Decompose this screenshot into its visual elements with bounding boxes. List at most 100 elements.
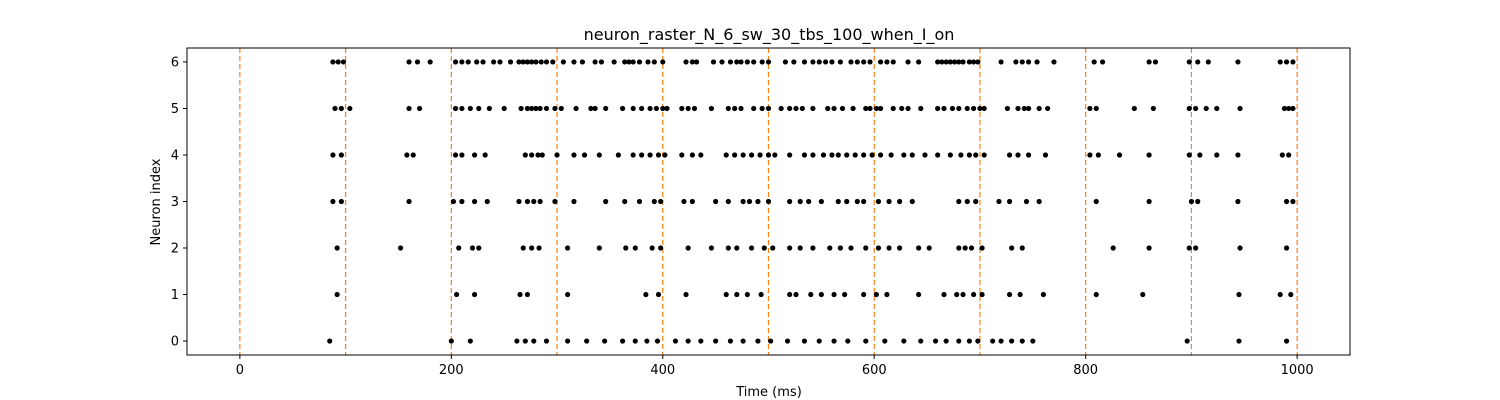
spike-point — [734, 59, 740, 65]
spike-point — [825, 105, 831, 112]
spike-point — [956, 59, 962, 65]
spike-point — [685, 338, 691, 344]
spike-point — [632, 245, 638, 251]
spike-point — [655, 152, 662, 158]
spike-point — [1186, 105, 1192, 112]
spike-point — [694, 59, 700, 65]
spike-point — [799, 105, 805, 112]
spike-point — [332, 105, 338, 112]
spike-point — [835, 152, 841, 158]
spike-point — [454, 291, 460, 298]
spike-point — [1025, 152, 1032, 158]
spike-point — [854, 198, 860, 205]
spike-point — [522, 338, 528, 344]
spike-point — [806, 198, 812, 205]
spike-point — [1095, 152, 1101, 158]
spike-point — [782, 59, 789, 65]
spike-point — [886, 198, 892, 205]
spike-point — [797, 245, 803, 251]
spike-point — [751, 105, 757, 112]
spike-point — [842, 291, 848, 298]
spike-point — [877, 152, 884, 158]
spike-point — [622, 59, 628, 65]
spike-point — [518, 105, 524, 112]
spike-point — [966, 152, 972, 158]
spike-point — [1146, 59, 1152, 65]
spike-point — [471, 152, 478, 158]
spike-point — [793, 291, 799, 298]
spike-point — [787, 105, 793, 112]
spike-point — [630, 105, 636, 112]
spike-point — [759, 105, 765, 112]
spike-point — [338, 105, 344, 112]
spike-point — [765, 59, 772, 65]
spike-point — [899, 105, 905, 112]
spike-point — [1237, 105, 1243, 112]
spike-point — [873, 291, 879, 298]
spike-point — [658, 245, 664, 251]
spike-point — [476, 245, 482, 251]
spike-point — [949, 105, 956, 112]
spike-point — [1146, 198, 1152, 205]
spike-point — [571, 152, 577, 158]
spike-point — [708, 105, 715, 112]
spike-point — [619, 105, 626, 112]
spike-point — [1099, 59, 1106, 65]
spike-point — [723, 291, 729, 298]
spike-point — [848, 245, 854, 251]
spike-point — [877, 105, 884, 112]
spike-point — [427, 59, 433, 65]
spike-point — [1019, 59, 1025, 65]
spike-point — [565, 291, 571, 298]
spike-point — [414, 59, 421, 65]
spike-point — [1235, 198, 1241, 205]
spike-point — [1193, 105, 1199, 112]
spike-point — [850, 105, 856, 112]
spike-point — [916, 59, 922, 65]
spike-point — [533, 59, 539, 65]
spike-point — [623, 245, 629, 251]
spike-point — [1131, 105, 1137, 112]
spike-point — [818, 198, 824, 205]
y-tick-label: 4 — [171, 148, 179, 163]
spike-point — [971, 291, 977, 298]
spike-point — [956, 198, 962, 205]
spike-point — [1009, 338, 1015, 344]
spike-point — [603, 105, 609, 112]
spike-point — [573, 105, 579, 112]
spike-point — [951, 59, 958, 65]
spike-point — [916, 245, 922, 251]
spike-point — [459, 59, 465, 65]
spike-point — [808, 291, 814, 298]
plot-area: 0 200 400 600 800 1000 0 1 2 3 4 5 6 — [171, 47, 1351, 378]
spike-point — [960, 291, 966, 298]
spike-point — [801, 338, 808, 344]
spike-point — [943, 338, 949, 344]
spike-point — [1288, 291, 1294, 298]
spike-point — [713, 338, 719, 344]
spike-point — [713, 198, 719, 205]
spike-point — [469, 245, 476, 251]
spike-point — [810, 59, 816, 65]
spike-point — [558, 105, 564, 112]
spike-point — [1030, 338, 1036, 344]
spike-point — [338, 152, 344, 158]
spike-point — [543, 105, 550, 112]
spike-point — [632, 338, 638, 344]
spike-point — [981, 105, 987, 112]
spike-point — [471, 291, 478, 298]
spike-point — [679, 152, 685, 158]
spike-point — [873, 105, 879, 112]
spike-point — [998, 338, 1004, 344]
spike-point — [698, 152, 704, 158]
spike-point — [452, 152, 459, 158]
spike-point — [791, 59, 797, 65]
spike-point — [456, 245, 462, 251]
spike-point — [653, 105, 660, 112]
spike-point — [689, 198, 695, 205]
spike-point — [861, 198, 867, 205]
spike-point — [1036, 198, 1042, 205]
spike-point — [1093, 198, 1099, 205]
y-tick-label: 1 — [171, 288, 179, 303]
